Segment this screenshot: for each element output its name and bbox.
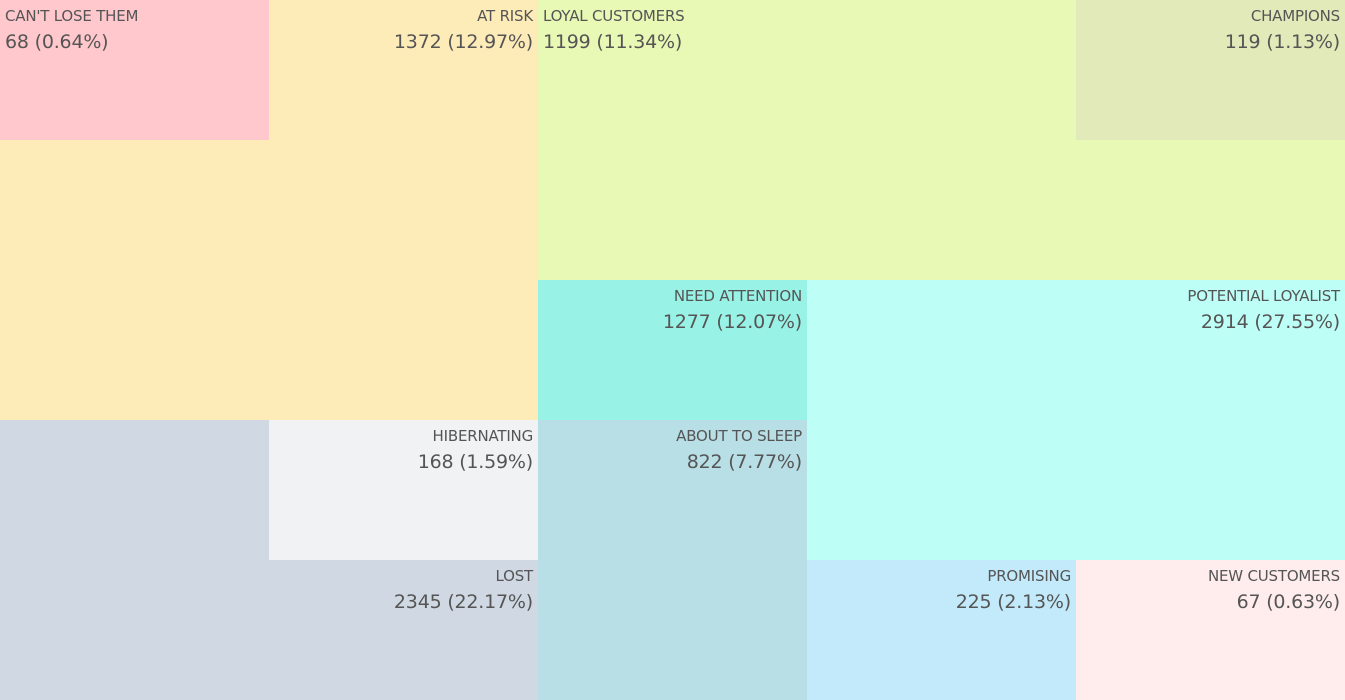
segment-area	[807, 560, 1076, 700]
segment-label: CAN'T LOSE THEM	[5, 7, 139, 25]
segment-area	[0, 0, 269, 140]
segment-text: ABOUT TO SLEEP 822 (7.77%)	[538, 420, 807, 474]
segment-text: HIBERNATING 168 (1.59%)	[269, 420, 538, 474]
segment-value: 1277 (12.07%)	[662, 311, 802, 333]
segment-area	[269, 420, 538, 560]
segment-value: 67 (0.63%)	[1236, 591, 1341, 613]
segment-label: AT RISK	[477, 7, 533, 25]
segment-label: PROMISING	[987, 567, 1071, 585]
segment-value: 2345 (22.17%)	[393, 591, 533, 613]
segment-area	[538, 0, 1076, 280]
segment-value: 168 (1.59%)	[417, 451, 533, 473]
segment-label: LOST	[495, 567, 533, 585]
segment-label: ABOUT TO SLEEP	[676, 427, 802, 445]
segment-text: NEED ATTENTION 1277 (12.07%)	[538, 280, 807, 334]
segment-text: NEW CUSTOMERS 67 (0.63%)	[1076, 560, 1345, 614]
segment-area	[1076, 140, 1345, 280]
segment-text: POTENTIAL LOYALIST 2914 (27.55%)	[1076, 280, 1345, 334]
segment-text: CAN'T LOSE THEM 68 (0.64%)	[0, 0, 269, 54]
segment-area	[269, 560, 538, 700]
segment-value: 2914 (27.55%)	[1200, 311, 1340, 333]
segment-label: CHAMPIONS	[1250, 7, 1340, 25]
segment-text: CHAMPIONS 119 (1.13%)	[1076, 0, 1345, 54]
segment-label: POTENTIAL LOYALIST	[1187, 287, 1340, 305]
segment-value: 119 (1.13%)	[1224, 31, 1340, 53]
segment-label: NEW CUSTOMERS	[1207, 567, 1340, 585]
segment-text: AT RISK 1372 (12.97%)	[269, 0, 538, 54]
segment-area	[1076, 560, 1345, 700]
segment-label: NEED ATTENTION	[673, 287, 802, 305]
segment-value: 68 (0.64%)	[5, 31, 109, 53]
segment-label: LOYAL CUSTOMERS	[543, 7, 685, 25]
segment-text: LOYAL CUSTOMERS 1199 (11.34%)	[538, 0, 807, 54]
segment-label: HIBERNATING	[432, 427, 534, 445]
segment-value: 822 (7.77%)	[686, 451, 802, 473]
segment-text: PROMISING 225 (2.13%)	[807, 560, 1076, 614]
segment-value: 1199 (11.34%)	[543, 31, 683, 53]
segment-value: 1372 (12.97%)	[393, 31, 533, 53]
segment-area	[1076, 0, 1345, 140]
segment-area	[0, 420, 269, 700]
segment-area	[538, 280, 807, 420]
segment-area	[538, 420, 807, 700]
segment-area	[0, 140, 269, 420]
segment-text: LOST 2345 (22.17%)	[269, 560, 538, 614]
segment-area	[269, 0, 538, 420]
segment-area	[807, 280, 1345, 560]
segment-value: 225 (2.13%)	[955, 591, 1071, 613]
